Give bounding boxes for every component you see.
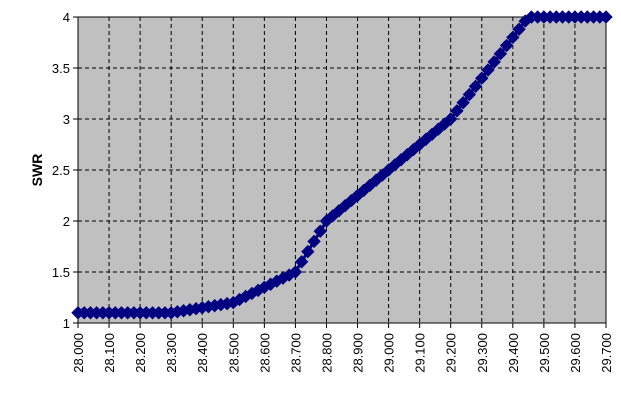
x-tick-label: 29.200 [444, 333, 459, 373]
y-tick-label: 1.5 [52, 265, 70, 280]
y-tick-label: 2.5 [52, 163, 70, 178]
y-axis-title: SWR [29, 154, 45, 187]
x-tick-label: 28.200 [133, 333, 148, 373]
x-tick-label: 28.000 [71, 333, 86, 373]
data-point-marker [499, 38, 514, 53]
axes: 1 1.5 2 2.5 3 3.5 4 28.000 28.100 28.200 28.300 28.… [52, 10, 614, 373]
data-point-marker [307, 234, 321, 249]
x-tick-label: 28.700 [288, 333, 303, 373]
x-tick-label: 28.100 [102, 333, 117, 373]
x-tick-label: 28.300 [164, 333, 179, 373]
x-tick-label: 28.400 [195, 333, 210, 373]
data-point-marker [456, 95, 470, 110]
data-point-marker [481, 63, 495, 77]
x-tick-label: 28.600 [257, 333, 272, 373]
x-tick-label: 29.500 [537, 333, 552, 373]
data-point-marker [493, 47, 508, 61]
data-point-marker [288, 265, 303, 279]
data-point-marker [313, 224, 327, 238]
y-tick-label: 4 [63, 10, 70, 25]
x-tick-label: 28.900 [351, 333, 366, 373]
y-tick-label: 3 [63, 112, 70, 127]
x-tick-label: 28.800 [319, 333, 334, 373]
x-tick-label: 29.400 [506, 333, 521, 373]
data-point-marker [512, 22, 526, 36]
data-point-marker [468, 79, 483, 94]
data-point-marker [506, 30, 520, 45]
data-point-marker [599, 10, 613, 24]
data-point-marker [487, 55, 501, 69]
data-point-marker [443, 112, 458, 126]
x-tick-label: 28.500 [226, 333, 241, 373]
x-tick-label: 29.600 [568, 333, 583, 373]
y-tick-label: 2 [63, 214, 70, 229]
y-tick-label: 3.5 [52, 61, 70, 76]
x-tick-label: 29.000 [382, 333, 397, 373]
x-tick-label: 29.700 [599, 333, 614, 373]
grid-lines [77, 16, 607, 324]
x-tick-label: 29.100 [413, 333, 428, 373]
y-tick-label: 1 [63, 316, 70, 331]
data-point-marker [450, 104, 464, 118]
x-tick-label: 29.300 [475, 333, 490, 373]
data-point-marker [294, 255, 309, 269]
data-point-marker [462, 87, 477, 102]
data-point-marker [475, 71, 489, 85]
series-swr [71, 10, 613, 320]
data-point-marker [301, 244, 315, 259]
